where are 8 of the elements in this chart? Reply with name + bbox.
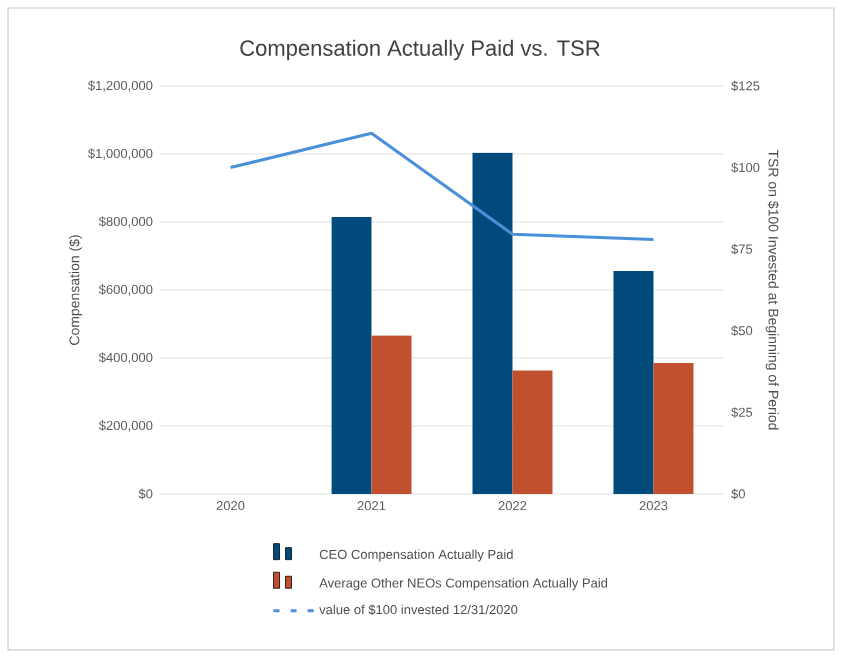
bar (472, 152, 513, 494)
bar (613, 270, 654, 494)
bar (512, 370, 553, 494)
line-series (229, 131, 655, 241)
bar (371, 335, 412, 494)
bar (653, 363, 694, 494)
bar (331, 216, 372, 494)
chart-title: Compensation Actually Paid vs. TSR (240, 39, 600, 61)
